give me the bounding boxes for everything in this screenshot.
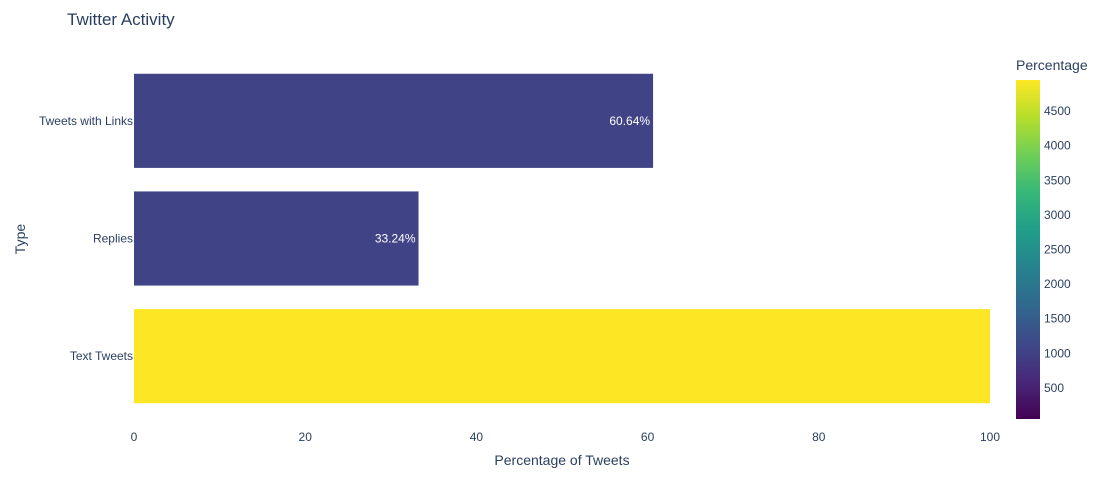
colorbar-tick-label-4000: 4000 [1044,139,1071,153]
chart-title: Twitter Activity [67,10,175,29]
y-axis-ticks: Tweets with Links Replies Text Tweets [39,114,133,363]
x-tick-label-40: 40 [470,430,484,444]
colorbar-title: Percentage [1016,57,1088,73]
x-axis-ticks: 0 20 40 60 80 100 [131,430,1001,444]
bar-value-label-tweets-with-links: 60.64% [609,114,650,128]
colorbar-tick-label-3500: 3500 [1044,173,1071,187]
colorbar: Percentage 500 1000 1500 2000 2500 3000 3500 40… [1016,57,1088,419]
colorbar-tick-label-500: 500 [1044,381,1064,395]
colorbar-tick-label-2000: 2000 [1044,277,1071,291]
x-axis-title: Percentage of Tweets [494,452,629,468]
bar-tweets-with-links [134,73,654,168]
colorbar-tick-label-4500: 4500 [1044,104,1071,118]
y-tick-label-replies: Replies [93,232,133,246]
bar-value-label-replies: 33.24% [375,232,416,246]
bar-labels-group: 60.64% 33.24% [375,114,651,246]
x-tick-label-80: 80 [812,430,826,444]
x-tick-label-0: 0 [131,430,138,444]
x-tick-label-100: 100 [980,430,1000,444]
colorbar-gradient [1016,80,1040,419]
bars-group [134,73,990,404]
colorbar-tick-label-1500: 1500 [1044,312,1071,326]
colorbar-tick-label-1000: 1000 [1044,346,1071,360]
colorbar-ticks: 500 1000 1500 2000 2500 3000 3500 4000 4500 [1044,104,1071,395]
bar-text-tweets [134,309,990,404]
y-tick-label-tweets-with-links: Tweets with Links [39,114,133,128]
bar-replies [134,191,419,286]
colorbar-tick-label-3000: 3000 [1044,208,1071,222]
x-tick-label-20: 20 [299,430,313,444]
y-axis-title: Type [12,224,28,255]
colorbar-tick-label-2500: 2500 [1044,243,1071,257]
x-tick-label-60: 60 [641,430,655,444]
y-tick-label-text-tweets: Text Tweets [70,349,133,363]
